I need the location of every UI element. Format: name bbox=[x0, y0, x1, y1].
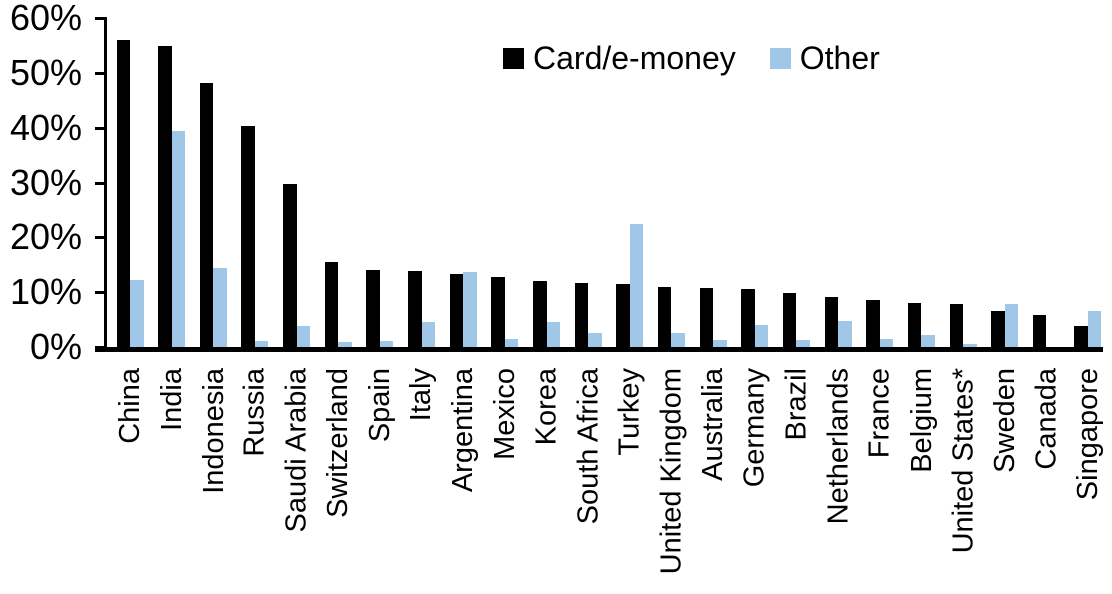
bar-other-united-kingdom bbox=[671, 333, 685, 347]
x-axis-label-united-kingdom: United Kingdom bbox=[655, 368, 688, 575]
bar-card-china bbox=[116, 39, 130, 347]
bar-card-india bbox=[158, 46, 172, 347]
legend-label-other: Other bbox=[799, 40, 880, 76]
legend-item-other: Other bbox=[769, 40, 880, 76]
x-axis-label-spain: Spain bbox=[363, 368, 396, 443]
x-axis-label-france: France bbox=[863, 368, 896, 459]
bar-card-indonesia bbox=[199, 83, 214, 347]
x-axis-label-belgium: Belgium bbox=[905, 368, 938, 473]
bar-other-mexico bbox=[504, 339, 519, 347]
y-axis-tick-label: 40% bbox=[9, 106, 82, 148]
y-axis-tick-label: 10% bbox=[9, 271, 82, 313]
y-axis-tick-label: 0% bbox=[29, 326, 82, 367]
x-axis-label-south-africa: South Africa bbox=[572, 368, 605, 525]
bar-other-netherlands bbox=[838, 320, 852, 347]
bar-other-india bbox=[171, 130, 186, 347]
bar-card-netherlands bbox=[824, 296, 839, 347]
x-axis-label-switzerland: Switzerland bbox=[322, 368, 355, 518]
bar-other-brazil bbox=[796, 339, 810, 347]
bar-other-switzerland bbox=[338, 342, 352, 347]
y-axis-tick bbox=[95, 291, 107, 295]
bar-other-argentina bbox=[463, 272, 477, 347]
x-axis-label-india: India bbox=[155, 368, 188, 431]
x-axis-label-brazil: Brazil bbox=[780, 368, 813, 441]
bar-card-belgium bbox=[907, 303, 922, 347]
bar-card-sweden bbox=[991, 311, 1005, 347]
y-axis-tick bbox=[95, 126, 107, 130]
x-axis-line bbox=[95, 347, 1103, 352]
legend-label-card: Card/e-money bbox=[533, 40, 736, 76]
y-axis-tick-label: 30% bbox=[9, 161, 82, 203]
bar-card-canada bbox=[1032, 314, 1047, 347]
bar-other-belgium bbox=[921, 335, 935, 347]
bar-other-south-africa bbox=[588, 333, 602, 347]
x-axis-label-china: China bbox=[114, 368, 146, 444]
bar-card-switzerland bbox=[324, 261, 339, 347]
y-axis-tick bbox=[95, 17, 107, 21]
x-axis-label-germany: Germany bbox=[738, 368, 771, 488]
bar-card-italy bbox=[408, 270, 422, 347]
x-axis-label-united-states: United States* bbox=[947, 368, 979, 554]
x-axis-label-turkey: Turkey bbox=[613, 368, 646, 456]
bar-other-singapore bbox=[1087, 310, 1102, 347]
legend-item-card: Card/e-money bbox=[503, 42, 736, 74]
bar-card-australia bbox=[699, 287, 714, 347]
bar-other-germany bbox=[754, 325, 769, 347]
x-axis-label-indonesia: Indonesia bbox=[197, 368, 230, 494]
bar-card-united-states bbox=[949, 304, 963, 347]
bar-card-brazil bbox=[782, 292, 797, 347]
bar-other-spain bbox=[379, 340, 394, 347]
legend-swatch-other-icon bbox=[769, 47, 791, 69]
y-axis-line bbox=[104, 18, 107, 352]
x-axis-label-mexico: Mexico bbox=[488, 368, 521, 460]
legend-swatch-card-icon bbox=[503, 47, 524, 69]
bar-other-china bbox=[130, 280, 144, 347]
bar-card-south-africa bbox=[574, 282, 589, 347]
x-axis-label-netherlands: Netherlands bbox=[822, 368, 855, 525]
bar-card-mexico bbox=[491, 276, 505, 347]
x-axis-label-argentina: Argentina bbox=[447, 368, 480, 493]
bar-card-singapore bbox=[1074, 326, 1088, 347]
bar-other-australia bbox=[713, 340, 727, 347]
bar-card-france bbox=[866, 300, 880, 347]
x-axis-label-italy: Italy bbox=[405, 368, 438, 422]
y-axis-tick bbox=[95, 181, 107, 185]
x-axis-label-sweden: Sweden bbox=[988, 368, 1021, 473]
bar-card-russia bbox=[241, 125, 255, 347]
x-axis-label-korea: Korea bbox=[530, 368, 563, 446]
bar-card-germany bbox=[741, 289, 755, 347]
x-axis-label-saudi-arabia: Saudi Arabia bbox=[280, 368, 313, 533]
bar-card-saudi-arabia bbox=[283, 184, 297, 347]
bar-card-united-kingdom bbox=[657, 286, 672, 347]
bar-other-france bbox=[879, 338, 894, 347]
bar-card-argentina bbox=[449, 274, 464, 347]
y-axis-tick bbox=[95, 236, 107, 240]
bar-other-united-states bbox=[963, 344, 977, 347]
y-axis-tick bbox=[95, 72, 107, 75]
y-axis-tick-label: 20% bbox=[9, 216, 82, 258]
bar-other-turkey bbox=[629, 224, 644, 347]
bar-other-italy bbox=[421, 321, 436, 347]
bar-other-russia bbox=[254, 340, 269, 347]
bar-other-saudi-arabia bbox=[296, 325, 311, 347]
bar-card-turkey bbox=[616, 283, 630, 347]
x-axis-label-australia: Australia bbox=[697, 368, 730, 481]
bar-other-sweden bbox=[1004, 303, 1019, 347]
x-axis-label-singapore: Singapore bbox=[1071, 368, 1104, 501]
bar-card-spain bbox=[366, 269, 380, 347]
y-axis-tick-label: 50% bbox=[9, 52, 82, 93]
bar-other-indonesia bbox=[213, 268, 227, 347]
bar-card-korea bbox=[533, 280, 547, 347]
x-axis-label-russia: Russia bbox=[238, 368, 271, 457]
chart-legend: Card/e-money Other bbox=[503, 42, 880, 74]
bar-other-korea bbox=[546, 322, 560, 347]
x-axis-label-canada: Canada bbox=[1030, 368, 1063, 470]
y-axis-tick-label: 60% bbox=[9, 0, 82, 39]
